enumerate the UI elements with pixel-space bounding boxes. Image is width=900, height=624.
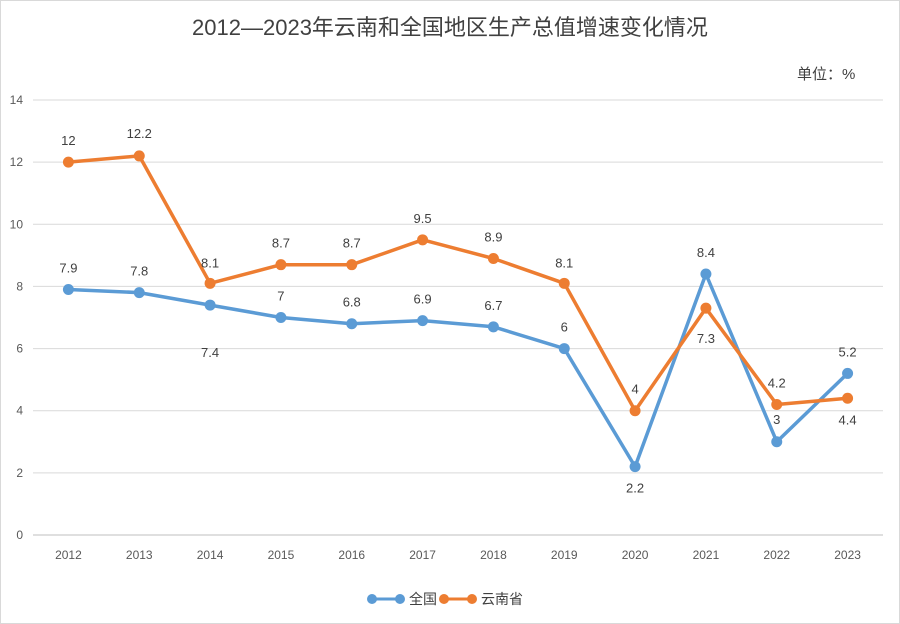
- x-tick-label: 2015: [268, 548, 295, 562]
- legend-label-yunnan: 云南省: [481, 591, 523, 607]
- y-tick-label: 2: [16, 466, 23, 480]
- y-tick-label: 4: [16, 404, 23, 418]
- x-tick-label: 2023: [834, 548, 861, 562]
- data-label-quanguo: 6.8: [343, 295, 361, 310]
- y-axis-tick-labels: 0 2 4 6 8 10 12 14: [10, 93, 24, 542]
- legend-item-quanguo[interactable]: 全国: [366, 589, 438, 609]
- legend-label-quanguo: 全国: [409, 591, 437, 607]
- y-tick-label: 8: [16, 279, 23, 293]
- data-point-quanguo: [771, 436, 783, 448]
- data-point-yunnan: [629, 405, 641, 417]
- data-point-yunnan: [487, 252, 499, 264]
- y-tick-label: 10: [10, 217, 24, 231]
- x-tick-label: 2013: [126, 548, 153, 562]
- data-point-yunnan: [62, 156, 74, 168]
- legend-dot-quanguo: [367, 594, 377, 604]
- data-label-quanguo: 7: [277, 289, 284, 304]
- data-label-yunnan: 12: [61, 133, 75, 148]
- data-label-quanguo: 3: [773, 412, 780, 427]
- data-point-quanguo: [842, 367, 854, 379]
- data-label-yunnan: 12.2: [127, 126, 152, 141]
- legend-dot-quanguo: [395, 594, 405, 604]
- data-point-quanguo: [204, 299, 216, 311]
- series-line-yunnan: [66, 154, 850, 413]
- data-point-quanguo: [487, 321, 499, 333]
- data-point-quanguo: [62, 284, 74, 296]
- data-point-quanguo: [700, 268, 712, 280]
- data-label-yunnan: 9.5: [414, 211, 432, 226]
- data-label-quanguo: 2.2: [626, 481, 644, 496]
- data-label-yunnan: 4: [631, 382, 638, 397]
- data-point-yunnan: [417, 234, 429, 246]
- series-quanguo: 7.9 7.8 7.4 7 6.8 6.9 6.7 6 2.2 8.4 3 5.2: [59, 245, 856, 496]
- data-label-quanguo: 7.4: [201, 345, 219, 360]
- data-label-quanguo: 8.4: [697, 245, 715, 260]
- y-tick-label: 12: [10, 155, 24, 169]
- data-point-quanguo: [629, 461, 641, 473]
- data-label-quanguo: 5.2: [839, 344, 857, 359]
- data-point-yunnan: [700, 302, 712, 314]
- y-tick-label: 14: [10, 93, 24, 107]
- y-tick-label: 6: [16, 342, 23, 356]
- data-point-yunnan: [346, 259, 358, 271]
- data-label-yunnan: 8.1: [201, 255, 219, 270]
- data-label-yunnan: 4.4: [839, 412, 857, 427]
- series-layer: 7.9 7.8 7.4 7 6.8 6.9 6.7 6 2.2 8.4 3 5.2 12 12.2 8.1 8…: [59, 126, 856, 496]
- x-tick-label: 2017: [409, 548, 436, 562]
- x-tick-label: 2022: [763, 548, 790, 562]
- legend-item-yunnan[interactable]: 云南省: [438, 589, 524, 609]
- data-label-yunnan: 8.9: [484, 229, 502, 244]
- data-label-quanguo: 7.9: [59, 261, 77, 276]
- data-point-quanguo: [275, 312, 287, 323]
- x-tick-label: 2016: [338, 548, 365, 562]
- series-line-quanguo: [66, 272, 850, 469]
- data-point-quanguo: [133, 287, 145, 299]
- legend-dot-yunnan: [467, 594, 477, 604]
- data-point-quanguo: [558, 343, 570, 355]
- legend: 全国 云南省: [366, 589, 524, 609]
- legend-marker-yunnan: [439, 594, 477, 604]
- data-point-quanguo: [417, 315, 429, 327]
- data-point-yunnan: [842, 392, 854, 404]
- data-label-quanguo: 7.8: [130, 264, 148, 279]
- gridlines: [33, 99, 883, 536]
- data-label-yunnan: 8.7: [272, 236, 290, 251]
- legend-dot-yunnan: [439, 594, 449, 604]
- chart-title: 2012—2023年云南和全国地区生产总值增速变化情况: [192, 15, 708, 40]
- x-tick-label: 2012: [55, 548, 82, 562]
- data-point-quanguo: [346, 318, 358, 330]
- data-label-yunnan: 7.3: [697, 331, 715, 346]
- unit-label: 单位：%: [797, 66, 856, 83]
- x-axis-tick-labels: 2012 2013 2014 2015 2016 2017 2018 2019 2020 2021…: [55, 548, 861, 562]
- data-point-yunnan: [275, 259, 287, 271]
- data-label-yunnan: 8.1: [555, 255, 573, 270]
- x-tick-label: 2014: [197, 548, 224, 562]
- x-tick-label: 2018: [480, 548, 507, 562]
- data-label-quanguo: 6: [561, 320, 568, 335]
- data-point-yunnan: [771, 399, 783, 410]
- data-label-yunnan: 4.2: [768, 376, 786, 391]
- x-tick-label: 2021: [693, 548, 720, 562]
- y-tick-label: 0: [16, 528, 23, 542]
- series-yunnan: 12 12.2 8.1 8.7 8.7 9.5 8.9 8.1 4 7.3 4.2 4.4: [61, 126, 856, 427]
- data-label-quanguo: 6.9: [414, 292, 432, 307]
- data-point-yunnan: [133, 150, 145, 162]
- x-tick-label: 2019: [551, 548, 578, 562]
- data-label-quanguo: 6.7: [484, 298, 502, 313]
- legend-marker-quanguo: [367, 594, 405, 604]
- data-point-yunnan: [558, 277, 570, 289]
- x-tick-label: 2020: [622, 548, 649, 562]
- data-point-yunnan: [204, 277, 216, 289]
- data-label-yunnan: 8.7: [343, 236, 361, 251]
